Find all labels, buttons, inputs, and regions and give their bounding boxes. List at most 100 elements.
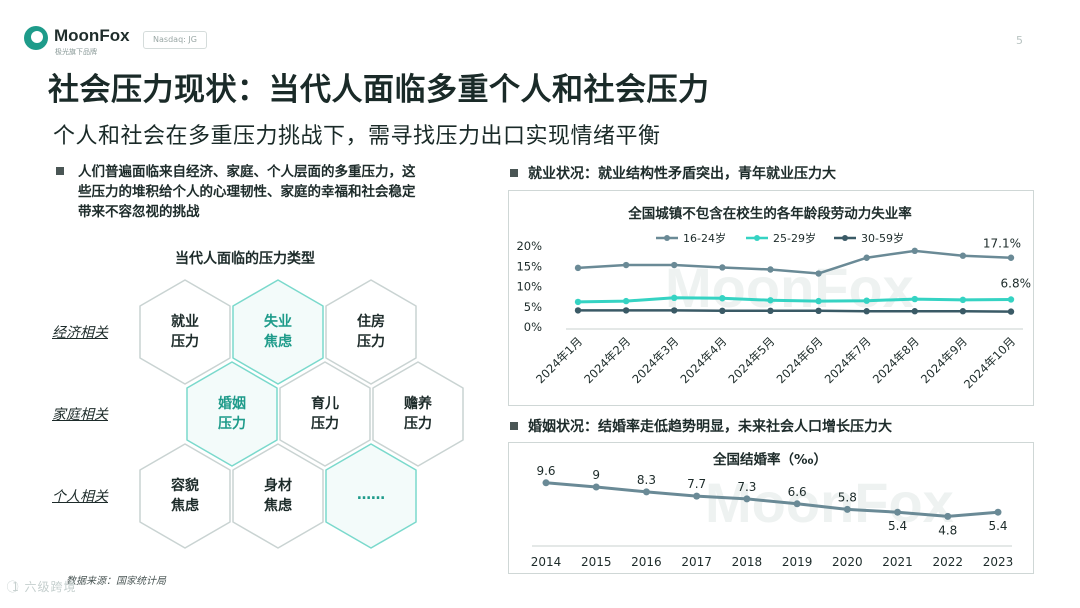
row-label-economic: 经济相关 <box>52 325 108 341</box>
data-label: 6.6 <box>788 485 807 499</box>
hex-label-line: 焦虑 <box>264 498 292 514</box>
hex-label-line: 焦虑 <box>171 498 199 514</box>
data-label: 7.3 <box>737 480 756 494</box>
bullet-line: 些压力的堆积给个人的心理韧性、家庭的幸福和社会稳定 <box>78 184 416 200</box>
hex-grid <box>139 279 464 549</box>
x-tick-label: 2021 <box>882 555 913 569</box>
hex-label-line: 婚姻 <box>218 396 246 412</box>
brand-name: MoonFox <box>54 26 130 45</box>
hexagon <box>139 443 231 549</box>
x-tick-label: 2014 <box>531 555 562 569</box>
data-point <box>815 307 822 314</box>
data-point <box>863 297 870 304</box>
data-point <box>592 483 600 491</box>
data-point <box>622 297 630 305</box>
data-point <box>693 492 701 500</box>
hex-label: 婚姻 压力 <box>192 394 272 434</box>
data-point <box>671 294 678 302</box>
data-point <box>911 295 918 303</box>
data-point <box>959 252 967 259</box>
hex-label: 就业 压力 <box>145 312 225 352</box>
data-point <box>815 270 822 277</box>
data-point <box>767 266 774 273</box>
x-tick-label: 2018 <box>732 555 763 569</box>
x-tick-label: 2016 <box>631 555 662 569</box>
hex-label-line: 压力 <box>171 334 199 350</box>
marriage-chart-panel <box>508 442 1034 574</box>
hex-label-line: 容貌 <box>171 478 199 494</box>
legend-label: 30-59岁 <box>861 231 904 245</box>
data-point <box>719 307 726 314</box>
data-point <box>542 479 550 487</box>
hexagon <box>325 443 417 549</box>
hexagon <box>186 361 278 467</box>
hex-label-line: 赡养 <box>404 396 432 412</box>
data-point <box>959 308 967 315</box>
moonfox-logo-icon <box>24 26 48 50</box>
hexagon <box>279 361 371 467</box>
data-point <box>959 296 967 304</box>
data-point <box>767 307 774 314</box>
y-tick-label: 20% <box>516 239 542 253</box>
legend-marker <box>842 235 848 241</box>
series-line <box>545 481 999 518</box>
hex-grid-title: 当代人面临的压力类型 <box>175 251 315 267</box>
data-point <box>911 247 918 255</box>
section-square-icon <box>510 422 518 430</box>
series-line <box>578 309 1012 313</box>
x-tick-label: 2024年1月 <box>533 334 585 386</box>
data-point <box>767 297 774 304</box>
data-point <box>815 297 822 305</box>
data-point <box>1007 296 1015 303</box>
data-label: 6.8% <box>1001 276 1032 290</box>
hex-label: 失业 焦虑 <box>238 312 318 352</box>
stock-badge: Nasdaq: JG <box>143 31 207 49</box>
data-point <box>622 307 630 314</box>
data-point <box>863 308 870 315</box>
series-line <box>577 249 1012 275</box>
data-label: 5.4 <box>988 519 1007 533</box>
brand-subtitle: 极光旗下品牌 <box>55 48 97 56</box>
data-point <box>671 261 678 269</box>
x-tick-label: 2024年10月 <box>961 334 1018 391</box>
hex-label: 身材 焦虑 <box>238 476 318 516</box>
legend-label: 16-24岁 <box>683 231 726 245</box>
hexagon <box>232 279 324 385</box>
data-point <box>719 264 726 271</box>
hexagon <box>325 279 417 385</box>
row-label-family: 家庭相关 <box>52 407 108 423</box>
data-point <box>574 298 582 306</box>
hex-label-line: 就业 <box>171 314 199 330</box>
footer-watermark: 1⃝ 六级跨境 <box>12 580 77 594</box>
hex-label-line: 压力 <box>357 334 385 350</box>
hex-label: 容貌 焦虑 <box>145 476 225 516</box>
marriage-chart: 全国结婚率（‰） 9.6 9 8.3 7.7 7.3 6.6 5.8 5.4 4.8 5.4 2014… <box>531 451 1014 569</box>
x-tick-label: 2022 <box>933 555 964 569</box>
hex-label: 住房 压力 <box>331 312 411 352</box>
data-point <box>843 505 851 513</box>
marriage-section-title: 婚姻状况：结婚率走低趋势明显，未来社会人口增长压力大 <box>528 419 892 435</box>
data-point <box>1007 254 1015 261</box>
hex-label: 赡养 压力 <box>378 394 458 434</box>
hexagon <box>232 443 324 549</box>
watermark: MoonFox <box>705 471 954 534</box>
hex-label-line: 压力 <box>404 416 432 432</box>
bullet-line: 人们普遍面临来自经济、家庭、个人层面的多重压力，这 <box>78 164 416 180</box>
hex-label-line: 身材 <box>264 478 292 494</box>
bullet-square-icon <box>56 167 64 175</box>
unemployment-chart: 全国城镇不包含在校生的各年龄段劳动力失业率 16-24岁 25-29岁 30-59岁 0… <box>516 205 1032 391</box>
data-label: 8.3 <box>637 473 656 487</box>
hex-label-line: …… <box>357 487 385 503</box>
data-point <box>911 308 918 315</box>
legend-label: 25-29岁 <box>773 231 816 245</box>
data-point <box>793 500 801 508</box>
x-tick-label: 2024年9月 <box>918 334 970 386</box>
data-label: 4.8 <box>938 523 957 537</box>
legend-marker <box>664 235 670 241</box>
data-label: 9.6 <box>536 464 555 478</box>
y-tick-label: 5% <box>524 300 542 314</box>
data-label: 7.7 <box>687 477 706 491</box>
data-label: 5.4 <box>888 519 907 533</box>
hexagon <box>139 279 231 385</box>
x-tick-label: 2024年5月 <box>726 334 778 386</box>
